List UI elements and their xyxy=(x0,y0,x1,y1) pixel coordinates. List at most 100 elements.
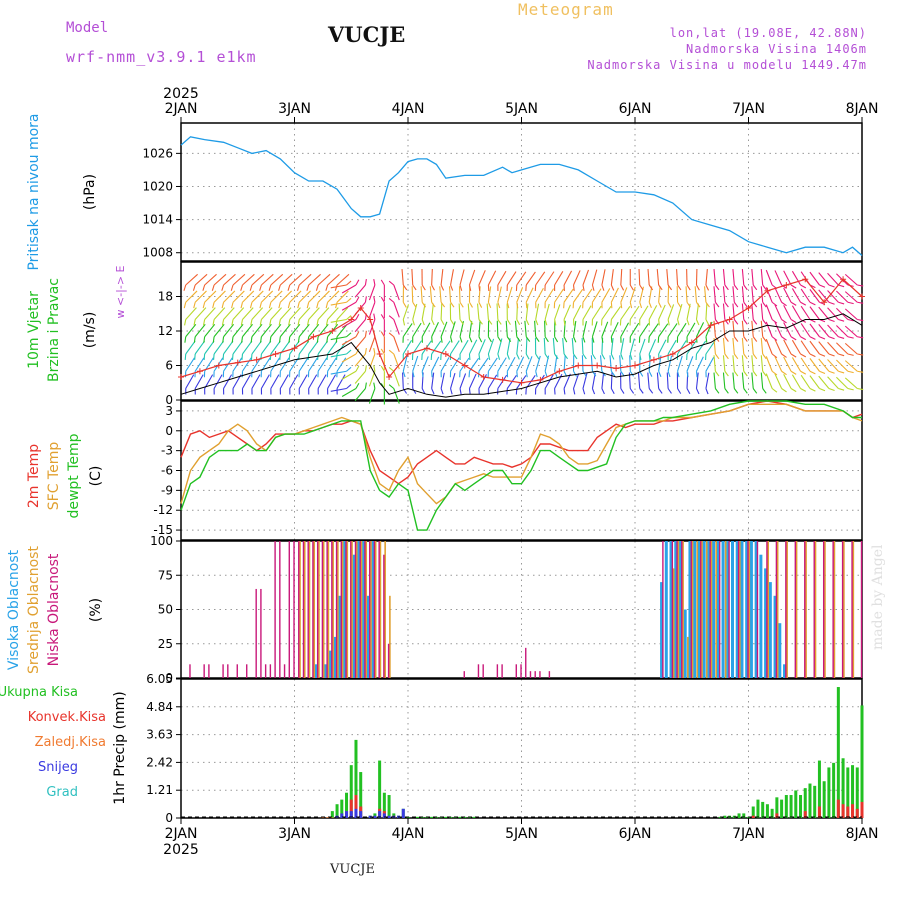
wind-barb-flag xyxy=(790,301,797,306)
wind-barb xyxy=(308,323,320,338)
wind-barb-flag xyxy=(535,353,540,360)
wind-barb xyxy=(667,323,678,338)
wind-barb xyxy=(783,305,792,320)
wind-barb xyxy=(629,305,640,320)
wind-barb xyxy=(478,270,486,286)
wind-barb xyxy=(431,322,439,337)
wind-barb xyxy=(251,374,261,389)
wind-barb xyxy=(185,340,196,355)
panel-frame-wind xyxy=(180,261,863,401)
wind-barb xyxy=(571,338,575,355)
cloud-high-bar xyxy=(735,541,739,678)
wind-barb xyxy=(336,323,348,338)
y-tick-label: 2.42 xyxy=(146,755,173,769)
footer-station: VUCJE xyxy=(330,862,375,877)
wind-barb-flag xyxy=(364,296,367,303)
precip-conv-bar xyxy=(803,811,807,818)
wind-barb-flag xyxy=(307,353,310,361)
wind-barb xyxy=(827,272,839,286)
wind-barb-flag xyxy=(315,284,319,291)
wind-barb-flag xyxy=(809,370,816,375)
snow-bar xyxy=(345,811,349,818)
wind-barb-flag xyxy=(388,349,395,355)
wind-barb xyxy=(573,288,584,303)
wind-barb xyxy=(722,355,726,372)
wind-barb-flag xyxy=(203,353,206,361)
wind-barb-flag xyxy=(828,318,835,323)
wind-barb xyxy=(327,307,339,320)
wind-barb-flag xyxy=(696,301,701,308)
wind-barb xyxy=(506,286,513,303)
cloud-mid-bar xyxy=(299,541,301,678)
cloud-mid-bar xyxy=(724,541,727,678)
cloud-mid-bar xyxy=(776,541,779,678)
cloud-mid-label: Srednja Oblacnost xyxy=(26,546,42,674)
wind-barb-flag xyxy=(278,284,281,291)
wind-barb-flag xyxy=(222,353,225,361)
wind-barb xyxy=(223,290,236,303)
cloud-mid-bar xyxy=(739,541,741,678)
wind-barb xyxy=(818,289,830,303)
wind-barb xyxy=(289,273,303,286)
wind-barb-flag xyxy=(478,319,483,325)
wind-barb xyxy=(232,273,246,286)
wind-barb-flag xyxy=(639,388,644,394)
wind-barb-flag xyxy=(572,284,575,292)
wind-barb-flag xyxy=(781,370,787,376)
cloud-high-bar xyxy=(329,650,333,678)
wind-barb xyxy=(760,303,764,320)
wind-barb xyxy=(411,286,414,303)
wind-barb xyxy=(783,339,792,355)
wind-barb-flag xyxy=(790,284,797,289)
wind-barb xyxy=(563,304,571,320)
wind-barb-flag xyxy=(194,353,196,361)
wind-compass: w <-|-> E xyxy=(114,265,127,318)
wind-barb xyxy=(705,303,708,320)
wind-barb xyxy=(695,372,699,389)
cloud-high-bar xyxy=(352,554,356,678)
wind-barb-flag xyxy=(346,332,352,338)
wind-barb xyxy=(354,319,366,333)
wind-barb-flag xyxy=(431,319,435,326)
wind-barb-flag xyxy=(800,353,807,358)
cloud-mid-bar xyxy=(365,541,368,678)
wind-barb-flag xyxy=(544,319,548,326)
precip-legend-3: Snijeg xyxy=(38,760,78,775)
wind-barb-flag xyxy=(582,284,585,291)
cloud-mid-bar xyxy=(327,541,330,678)
wind-barb-flag xyxy=(591,388,596,395)
wind-barb xyxy=(695,322,705,337)
wind-barb xyxy=(573,373,580,389)
precip-total-bar xyxy=(349,765,353,818)
x-tick-label-top: 7JAN xyxy=(732,101,765,117)
wind-barb xyxy=(341,284,357,294)
wind-barb xyxy=(620,322,630,338)
cloud-mid-bar xyxy=(351,541,353,678)
wind-barb xyxy=(327,340,338,355)
wind-barb xyxy=(458,286,461,303)
wind-barb xyxy=(402,372,404,389)
wind-barb-flag xyxy=(809,301,816,306)
cloud-high-bar xyxy=(371,541,375,678)
cloud-high-bar xyxy=(778,623,782,678)
wind-barb xyxy=(308,307,320,320)
wind-barb-flag xyxy=(380,348,385,355)
cloud-high-bar xyxy=(660,582,664,678)
precip-total-bar xyxy=(855,767,859,818)
precip-total-bar xyxy=(378,760,382,818)
wind-barb xyxy=(458,303,461,320)
wind-barb xyxy=(800,374,811,389)
snow-bar xyxy=(354,808,358,818)
wind-barb-flag xyxy=(250,336,253,343)
cloud-ylabel: (%) xyxy=(88,598,104,622)
wind-barb xyxy=(544,288,555,303)
wind-barb xyxy=(844,325,858,338)
wind-barb-flag xyxy=(629,370,634,377)
wind-barb-flag xyxy=(809,353,816,358)
wind-barb-flag xyxy=(771,353,778,359)
x-tick-label-bottom: 7JAN xyxy=(732,826,765,842)
wind-barb xyxy=(760,320,764,337)
wind-barb-flag xyxy=(648,302,652,309)
wind-barb xyxy=(393,284,400,301)
wind-barb xyxy=(732,269,735,286)
